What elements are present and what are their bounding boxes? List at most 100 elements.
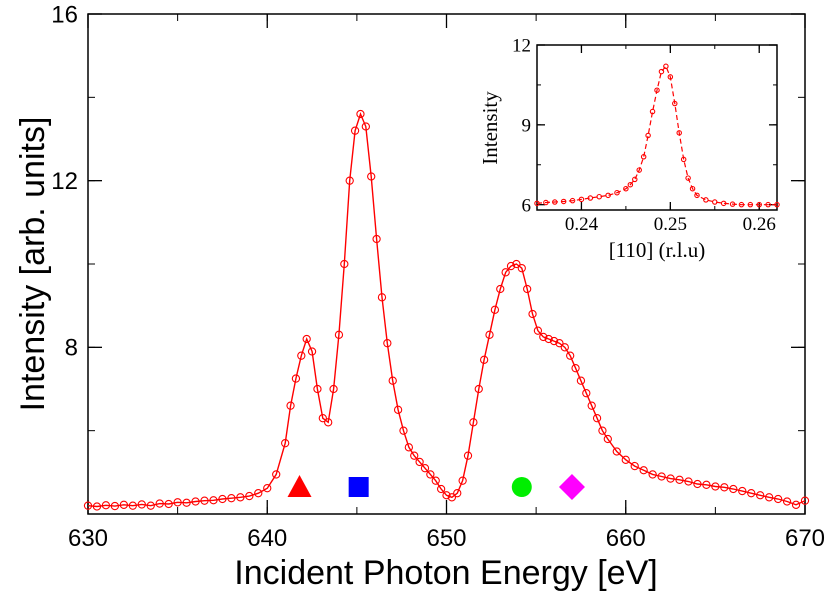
- data-point: [209, 496, 218, 505]
- data-point: [512, 259, 521, 269]
- data-point: [663, 63, 669, 70]
- data-point: [458, 476, 467, 485]
- data-point: [640, 154, 647, 160]
- data-point: [623, 185, 629, 192]
- data-point: [657, 472, 666, 481]
- data-point: [560, 343, 569, 352]
- triangle-marker: [287, 475, 312, 497]
- data-point: [128, 501, 137, 510]
- x-axis-label: Incident Photon Energy [eV]: [234, 554, 657, 591]
- data-point: [496, 284, 505, 294]
- data-point: [582, 389, 591, 398]
- data-point: [404, 443, 414, 452]
- data-point: [291, 374, 301, 383]
- x-tick-label: 0.24: [565, 214, 599, 235]
- data-point: [523, 284, 532, 294]
- data-point: [605, 192, 611, 199]
- data-point: [83, 501, 93, 510]
- data-point: [592, 414, 602, 423]
- data-point: [302, 334, 311, 344]
- data-point: [164, 499, 173, 509]
- data-point: [667, 74, 674, 80]
- data-point: [658, 68, 665, 75]
- data-point: [693, 479, 702, 489]
- data-point: [442, 491, 451, 500]
- data-point: [334, 330, 344, 339]
- data-point: [92, 502, 102, 511]
- data-point: [569, 197, 576, 204]
- data-point: [383, 339, 392, 348]
- x-tick-label: 630: [68, 525, 108, 552]
- data-point: [711, 482, 720, 491]
- data-point: [393, 405, 403, 414]
- data-point: [463, 451, 473, 460]
- data-point: [426, 470, 435, 479]
- data-point: [566, 351, 575, 360]
- data-point: [614, 189, 620, 196]
- data-point: [703, 197, 709, 203]
- data-point: [318, 414, 327, 423]
- data-point: [227, 494, 236, 503]
- data-point: [506, 261, 516, 271]
- x-tick-label: 660: [606, 525, 646, 552]
- data-point: [110, 501, 120, 511]
- data-point: [372, 234, 381, 244]
- data-point: [720, 200, 727, 207]
- data-point: [747, 201, 754, 208]
- x-tick-label: 640: [247, 525, 287, 552]
- data-point: [263, 484, 272, 493]
- data-point: [485, 330, 494, 339]
- data-point: [286, 401, 295, 410]
- data-point: [621, 455, 630, 464]
- data-point: [648, 470, 657, 479]
- data-point: [101, 501, 111, 510]
- data-point: [361, 122, 370, 131]
- data-point: [146, 501, 155, 510]
- data-point: [612, 447, 621, 456]
- inset-x-axis-label: [110] (r.l.u): [609, 238, 706, 262]
- data-point: [571, 364, 580, 373]
- data-point: [453, 489, 462, 498]
- data-point: [603, 434, 612, 444]
- data-point: [680, 156, 687, 163]
- data-point: [598, 426, 607, 435]
- data-point: [578, 196, 585, 203]
- data-point: [576, 376, 586, 385]
- data-point: [137, 500, 146, 509]
- data-point: [649, 108, 656, 115]
- x-tick-label: 0.26: [743, 214, 776, 235]
- data-point: [756, 491, 765, 500]
- data-point: [218, 494, 227, 504]
- diamond-marker: [558, 474, 585, 500]
- data-point: [479, 355, 489, 364]
- data-point: [555, 339, 564, 348]
- inset-y-axis-label: Intensity: [478, 91, 502, 165]
- data-point: [630, 461, 639, 471]
- data-point: [436, 484, 446, 494]
- y-tick-label: 8: [65, 335, 78, 362]
- data-point: [517, 264, 526, 273]
- data-point: [350, 126, 360, 135]
- data-point: [501, 268, 510, 277]
- y-tick-label: 16: [51, 1, 78, 28]
- data-point: [191, 497, 200, 506]
- data-point: [324, 418, 333, 427]
- data-point: [675, 475, 684, 484]
- y-tick-label: 12: [51, 168, 78, 195]
- data-point: [782, 497, 792, 506]
- data-point: [684, 477, 693, 486]
- data-point: [560, 198, 567, 205]
- data-point: [552, 199, 558, 205]
- data-point: [182, 498, 191, 507]
- series-line: [536, 65, 777, 206]
- data-point: [329, 384, 338, 394]
- data-point: [281, 439, 290, 448]
- data-point: [596, 193, 602, 200]
- data-point: [720, 483, 729, 492]
- data-point: [702, 480, 711, 489]
- data-point: [765, 493, 774, 502]
- data-point: [773, 494, 783, 504]
- data-point: [636, 167, 642, 173]
- data-point: [377, 293, 387, 302]
